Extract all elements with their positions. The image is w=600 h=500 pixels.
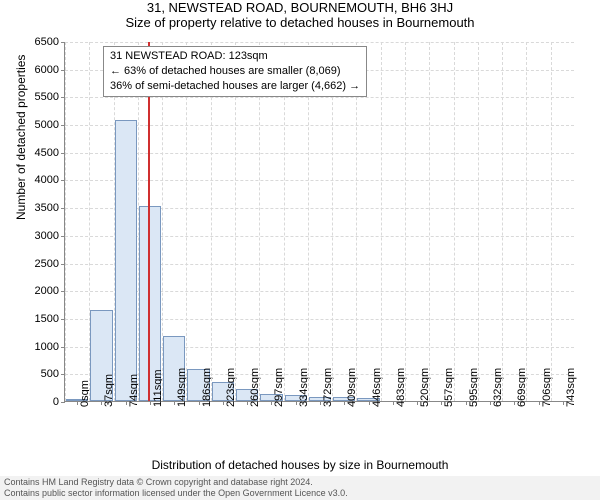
annotation-line-2: ← 63% of detached houses are smaller (8,… <box>110 64 360 79</box>
footer-line-1: Contains HM Land Registry data © Crown c… <box>4 477 596 488</box>
xtick-mark <box>320 401 321 405</box>
xtick-mark <box>563 401 564 405</box>
annotation-line-1: 31 NEWSTEAD ROAD: 123sqm <box>110 49 360 64</box>
gridline-v <box>551 42 552 401</box>
chart-title: 31, NEWSTEAD ROAD, BOURNEMOUTH, BH6 3HJ <box>0 0 600 15</box>
annotation-box: 31 NEWSTEAD ROAD: 123sqm ← 63% of detach… <box>103 46 367 97</box>
plot-area: 0500100015002000250030003500400045005000… <box>64 42 574 402</box>
ytick-label: 2500 <box>35 258 65 270</box>
xtick-mark <box>296 401 297 405</box>
xtick-mark <box>247 401 248 405</box>
gridline-h <box>65 42 574 43</box>
xtick-mark <box>150 401 151 405</box>
ytick-label: 2000 <box>35 285 65 297</box>
ytick-label: 1000 <box>35 341 65 353</box>
gridline-v <box>65 42 66 401</box>
xtick-mark <box>539 401 540 405</box>
annotation-line-3: 36% of semi-detached houses are larger (… <box>110 79 360 94</box>
ytick-label: 3000 <box>35 230 65 242</box>
footer-attribution: Contains HM Land Registry data © Crown c… <box>0 476 600 500</box>
ytick-label: 0 <box>53 396 65 408</box>
footer-line-2: Contains public sector information licen… <box>4 488 596 499</box>
chart-subtitle: Size of property relative to detached ho… <box>0 15 600 30</box>
gridline-v <box>502 42 503 401</box>
xtick-mark <box>466 401 467 405</box>
xtick-mark <box>417 401 418 405</box>
ytick-label: 5000 <box>35 119 65 131</box>
gridline-v <box>429 42 430 401</box>
y-axis-label: Number of detached properties <box>14 55 28 220</box>
xtick-mark <box>369 401 370 405</box>
gridline-h <box>65 180 574 181</box>
gridline-h <box>65 97 574 98</box>
ytick-label: 4000 <box>35 174 65 186</box>
chart-area: 0500100015002000250030003500400045005000… <box>64 42 574 402</box>
x-axis-label: Distribution of detached houses by size … <box>0 458 600 472</box>
xtick-mark <box>126 401 127 405</box>
ytick-label: 1500 <box>35 313 65 325</box>
gridline-v <box>454 42 455 401</box>
xtick-mark <box>199 401 200 405</box>
ytick-label: 6000 <box>35 64 65 76</box>
gridline-v <box>381 42 382 401</box>
ytick-label: 500 <box>41 368 65 380</box>
xtick-mark <box>77 401 78 405</box>
ytick-label: 4500 <box>35 147 65 159</box>
gridline-h <box>65 125 574 126</box>
gridline-v <box>478 42 479 401</box>
histogram-bar <box>115 120 137 401</box>
ytick-label: 6500 <box>35 36 65 48</box>
xtick-label: 743sqm <box>565 368 577 407</box>
xtick-mark <box>223 401 224 405</box>
ytick-label: 3500 <box>35 202 65 214</box>
xtick-mark <box>393 401 394 405</box>
gridline-h <box>65 153 574 154</box>
xtick-mark <box>490 401 491 405</box>
ytick-label: 5500 <box>35 91 65 103</box>
gridline-v <box>405 42 406 401</box>
gridline-v <box>526 42 527 401</box>
